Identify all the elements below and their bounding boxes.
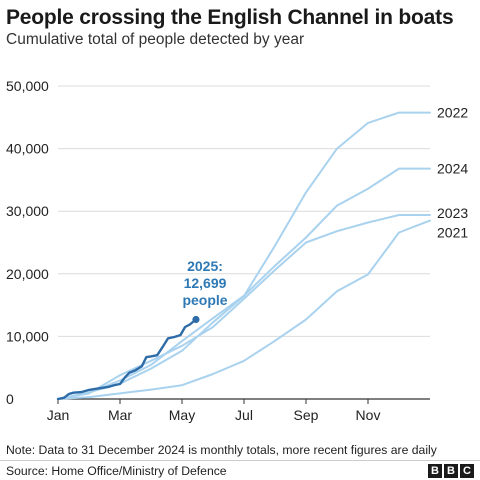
footnote: Note: Data to 31 December 2024 is monthl… <box>6 443 437 457</box>
y-tick-label: 30,000 <box>6 203 49 219</box>
x-tick-label: May <box>169 407 195 423</box>
series-line-2022 <box>57 111 431 400</box>
x-tick-label: Mar <box>108 407 132 423</box>
footer-divider <box>0 460 480 461</box>
y-tick-label: 50,000 <box>6 78 49 94</box>
series-line-2025 <box>56 318 198 401</box>
y-tick-label: 10,000 <box>6 328 49 344</box>
line-chart: 0 10,000 20,000 30,000 40,000 50,000 Jan Mar Ma… <box>6 78 468 423</box>
source-credit: Source: Home Office/Ministry of Defence <box>6 464 227 478</box>
callout-line-3: people <box>182 292 227 308</box>
x-axis-ticks: Jan Mar May Jul Sep Nov <box>47 399 381 423</box>
series-label-2024: 2024 <box>437 161 468 177</box>
y-tick-label: 20,000 <box>6 266 49 282</box>
series-label-2022: 2022 <box>437 105 468 121</box>
x-tick-label: Nov <box>356 407 381 423</box>
series-label-2021: 2021 <box>437 224 468 240</box>
series-labels: 2022 2024 2023 2021 <box>437 105 468 241</box>
series-line-2021 <box>57 219 431 400</box>
latest-point-marker <box>192 315 200 324</box>
logo-letter-b1: B <box>428 464 442 478</box>
callout-line-2: 12,699 <box>184 275 227 291</box>
y-tick-label: 0 <box>6 391 14 407</box>
x-tick-label: Jul <box>235 407 253 423</box>
chart-title: People crossing the English Channel in b… <box>6 6 454 29</box>
series-lines <box>56 111 431 401</box>
bbc-logo: B B C <box>428 464 474 478</box>
logo-letter-c: C <box>460 464 474 478</box>
callout-line-1: 2025: <box>187 258 223 274</box>
chart-subtitle: Cumulative total of people detected by y… <box>6 31 305 48</box>
grid-lines <box>58 85 430 400</box>
x-tick-label: Sep <box>294 407 319 423</box>
x-tick-label: Jan <box>47 407 70 423</box>
logo-letter-b2: B <box>444 464 458 478</box>
series-label-2023: 2023 <box>437 205 468 221</box>
series-line-2023 <box>57 214 431 400</box>
series-line-2024 <box>57 167 431 400</box>
y-tick-label: 40,000 <box>6 141 49 157</box>
y-axis-ticks: 0 10,000 20,000 30,000 40,000 50,000 <box>6 78 49 407</box>
